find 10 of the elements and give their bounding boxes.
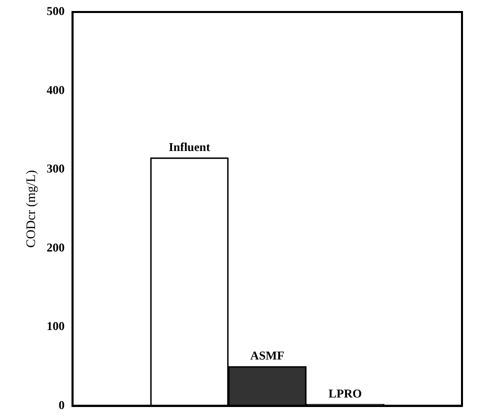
x-tick-label: Influent <box>168 140 210 154</box>
x-tick-label: ASMF <box>250 348 284 363</box>
y-tick-label: 0 <box>58 398 65 412</box>
x-tick-label: LPRO <box>328 386 362 400</box>
y-axis-title: CODcr (mg/L) <box>23 170 38 248</box>
y-tick-label: 500 <box>46 4 65 18</box>
y-tick-label: 400 <box>46 82 65 97</box>
y-tick-label: 100 <box>46 319 65 334</box>
y-tick-label: 200 <box>46 240 65 254</box>
y-tick-label: 300 <box>46 162 65 176</box>
